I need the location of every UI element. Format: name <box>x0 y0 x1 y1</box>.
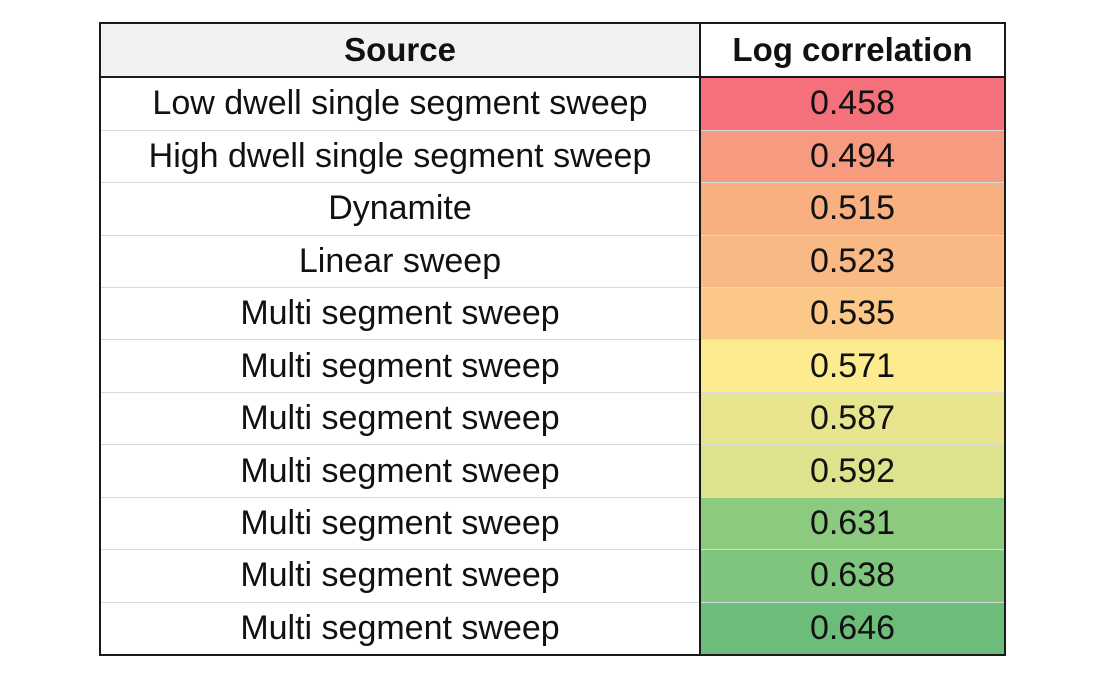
table-row: Multi segment sweep 0.587 <box>101 392 1004 446</box>
log-correlation-cell: 0.535 <box>700 287 1004 341</box>
table-row: Dynamite 0.515 <box>101 182 1004 236</box>
source-cell: Low dwell single segment sweep <box>101 77 701 131</box>
log-correlation-cell: 0.638 <box>700 549 1004 603</box>
table-row: Multi segment sweep 0.535 <box>101 287 1004 341</box>
log-correlation-cell: 0.571 <box>700 339 1004 393</box>
table-row: High dwell single segment sweep 0.494 <box>101 130 1004 184</box>
log-correlation-cell: 0.523 <box>700 235 1004 288</box>
log-correlation-cell: 0.592 <box>700 444 1004 498</box>
source-cell: Multi segment sweep <box>101 444 701 498</box>
log-correlation-cell: 0.646 <box>700 602 1004 654</box>
log-correlation-cell: 0.587 <box>700 392 1004 446</box>
table-row: Linear sweep 0.523 <box>101 235 1004 288</box>
source-cell: Linear sweep <box>101 235 701 288</box>
log-correlation-cell: 0.458 <box>700 77 1004 131</box>
log-correlation-cell: 0.494 <box>700 130 1004 184</box>
log-correlation-cell: 0.631 <box>700 497 1004 551</box>
table-row: Multi segment sweep 0.571 <box>101 339 1004 393</box>
correlation-table-frame: Source Log correlation Low dwell single … <box>99 22 1006 656</box>
source-cell: Multi segment sweep <box>101 287 701 341</box>
source-cell: Multi segment sweep <box>101 339 701 393</box>
source-cell: Multi segment sweep <box>101 602 701 654</box>
header-log-correlation: Log correlation <box>700 24 1004 78</box>
source-cell: Multi segment sweep <box>101 392 701 446</box>
header-row: Source Log correlation <box>101 24 1004 78</box>
table-row: Multi segment sweep 0.631 <box>101 497 1004 551</box>
table-row: Low dwell single segment sweep 0.458 <box>101 77 1004 131</box>
log-correlation-cell: 0.515 <box>700 182 1004 236</box>
source-cell: Multi segment sweep <box>101 549 701 603</box>
table-row: Multi segment sweep 0.592 <box>101 444 1004 498</box>
table-body: Low dwell single segment sweep 0.458 High … <box>101 77 1004 654</box>
source-cell: High dwell single segment sweep <box>101 130 701 184</box>
header-source: Source <box>101 24 701 78</box>
table-row: Multi segment sweep 0.638 <box>101 549 1004 603</box>
table-row: Multi segment sweep 0.646 <box>101 602 1004 654</box>
source-cell: Dynamite <box>101 182 701 236</box>
source-cell: Multi segment sweep <box>101 497 701 551</box>
correlation-table: Source Log correlation Low dwell single … <box>101 24 1004 654</box>
